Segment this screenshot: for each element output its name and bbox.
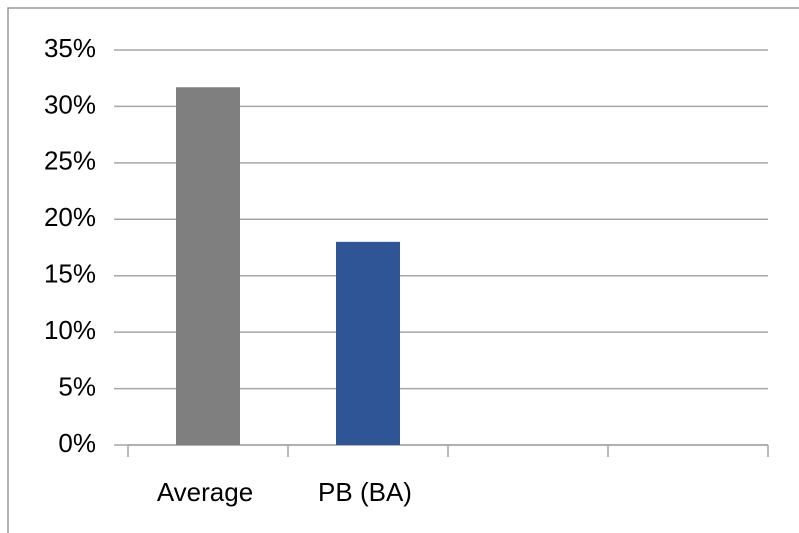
x-tick-label: Average: [157, 477, 253, 507]
y-tick-label: 20%: [44, 202, 96, 232]
y-tick-label: 25%: [44, 146, 96, 176]
bar: [176, 87, 240, 445]
bar: [336, 241, 400, 445]
chart-frame: [7, 7, 799, 533]
x-tick-label: PB (BA): [318, 477, 412, 507]
y-tick-label: 0%: [58, 428, 96, 458]
y-tick-label: 10%: [44, 315, 96, 345]
y-tick-label: 35%: [44, 33, 96, 63]
y-tick-label: 5%: [58, 371, 96, 401]
y-tick-label: 30%: [44, 89, 96, 119]
y-tick-label: 15%: [44, 259, 96, 289]
